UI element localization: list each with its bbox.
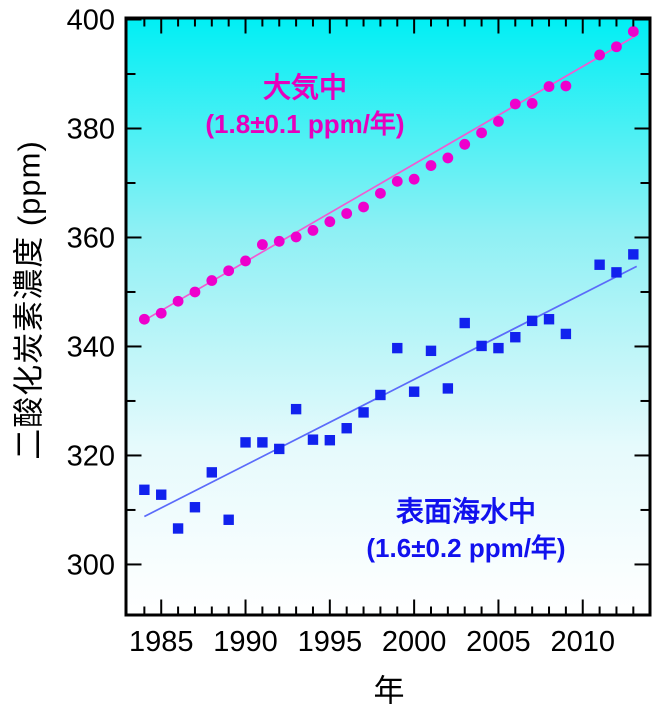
seawater-annotation-name: 表面海水中 xyxy=(395,496,536,527)
atmosphere-point xyxy=(391,175,403,187)
y-tick-label: 360 xyxy=(67,222,115,254)
seawater-point xyxy=(341,423,352,434)
atmosphere-point xyxy=(138,313,150,325)
seawater-point xyxy=(493,342,504,354)
atmosphere-point xyxy=(324,216,336,228)
seawater-point xyxy=(526,315,538,327)
atmosphere-point xyxy=(493,116,504,127)
atmosphere-series xyxy=(138,26,639,325)
seawater-point xyxy=(223,514,234,525)
seawater-point xyxy=(476,340,487,352)
atmosphere-point xyxy=(560,80,572,92)
atmosphere-point xyxy=(476,127,487,139)
seawater-point xyxy=(290,403,302,415)
seawater-point xyxy=(257,437,268,448)
x-axis-title: 年 xyxy=(373,673,405,709)
seawater-point xyxy=(425,345,437,357)
x-tick-label: 2010 xyxy=(550,626,615,658)
atmosphere-point xyxy=(509,98,521,110)
seawater-point xyxy=(459,317,470,329)
atmosphere-point xyxy=(155,307,167,319)
seawater-point xyxy=(510,332,521,343)
x-tick-label: 2000 xyxy=(382,626,447,658)
y-tick-label: 320 xyxy=(67,440,115,472)
atmosphere-point xyxy=(172,295,184,307)
atmosphere-point xyxy=(543,81,555,92)
seawater-point xyxy=(172,523,184,534)
y-tick-label: 400 xyxy=(67,5,115,37)
seawater-point xyxy=(139,484,150,495)
seawater-point xyxy=(560,328,572,340)
atmosphere-point xyxy=(442,152,454,164)
seawater-point xyxy=(307,434,319,445)
plot-background xyxy=(126,18,650,615)
seawater-point xyxy=(240,437,251,448)
atmosphere-point xyxy=(223,265,235,277)
atmosphere-annotation-name: 大気中 xyxy=(262,72,347,103)
seawater-point xyxy=(324,435,336,446)
atmosphere-point xyxy=(425,160,437,171)
seawater-trendline xyxy=(143,265,638,518)
plot-border xyxy=(124,16,652,617)
seawater-series xyxy=(139,249,639,534)
y-tick-label: 380 xyxy=(67,113,115,145)
seawater-point xyxy=(594,259,605,270)
atmosphere-point xyxy=(240,255,251,267)
seawater-point xyxy=(274,443,285,455)
seawater-point xyxy=(206,467,218,478)
atmosphere-point xyxy=(341,208,353,219)
seawater-point xyxy=(392,342,403,354)
atmosphere-annotation-rate: (1.8±0.1 ppm/年) xyxy=(205,109,405,139)
seawater-point xyxy=(375,389,386,401)
atmosphere-point xyxy=(358,201,369,213)
y-axis-title: 二酸化炭素濃度 (ppm) xyxy=(11,140,47,460)
atmosphere-point xyxy=(256,239,268,250)
atmosphere-point xyxy=(307,224,319,236)
atmosphere-point xyxy=(206,275,218,286)
atmosphere-point xyxy=(273,235,285,247)
seawater-point xyxy=(189,502,201,513)
seawater-point xyxy=(358,407,369,418)
atmosphere-point xyxy=(526,98,538,109)
seawater-point xyxy=(442,383,454,394)
x-tick-label: 2005 xyxy=(466,626,531,658)
atmosphere-point xyxy=(189,286,201,298)
seawater-point xyxy=(628,249,639,260)
atmosphere-point xyxy=(594,49,606,61)
atmosphere-annotation: 大気中 (1.8±0.1 ppm/年) xyxy=(155,70,455,142)
atmosphere-point xyxy=(459,138,471,150)
atmosphere-point xyxy=(611,41,622,53)
seawater-point xyxy=(408,386,420,397)
seawater-annotation: 表面海水中 (1.6±0.2 ppm/年) xyxy=(316,494,616,566)
seawater-point xyxy=(611,267,622,278)
x-tick-label: 1990 xyxy=(213,626,278,658)
y-tick-label: 340 xyxy=(67,331,115,363)
y-tick-label: 300 xyxy=(67,549,115,581)
atmosphere-point xyxy=(627,26,639,37)
seawater-point xyxy=(156,489,167,500)
x-tick-label: 1995 xyxy=(298,626,363,658)
seawater-point xyxy=(543,314,555,325)
atmosphere-point xyxy=(408,173,420,185)
axis-ticks xyxy=(127,18,649,614)
atmosphere-point xyxy=(375,187,386,199)
atmosphere-point xyxy=(290,231,302,243)
seawater-annotation-rate: (1.6±0.2 ppm/年) xyxy=(366,533,566,563)
x-tick-label: 1985 xyxy=(129,626,194,658)
